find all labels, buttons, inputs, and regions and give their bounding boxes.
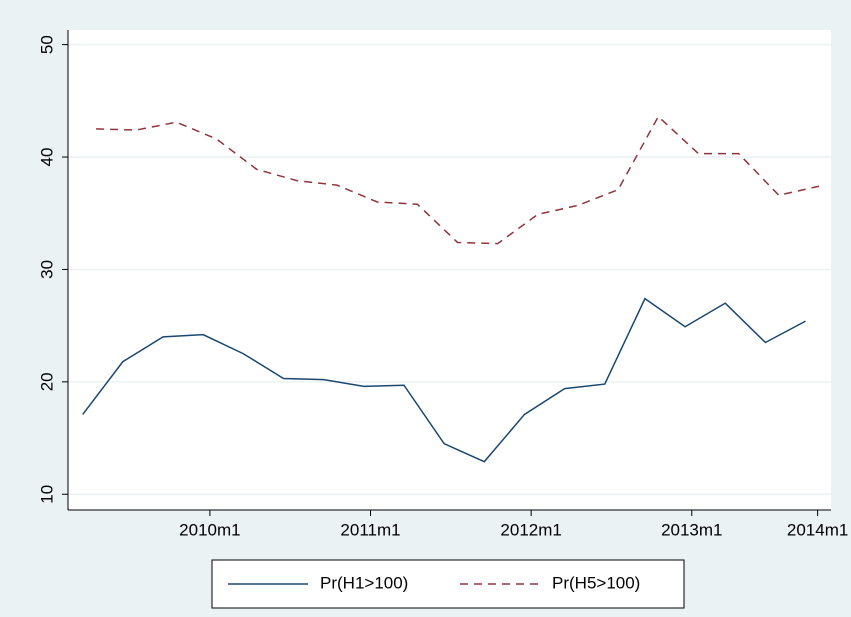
y-tick-label: 20 bbox=[37, 372, 56, 391]
y-tick-label: 30 bbox=[37, 260, 56, 279]
y-tick-label: 10 bbox=[37, 485, 56, 504]
legend-label: Pr(H5>100) bbox=[552, 573, 640, 592]
series-line bbox=[82, 297, 806, 463]
x-tick-label: 2013m1 bbox=[661, 520, 722, 539]
y-tick-label: 40 bbox=[37, 148, 56, 167]
x-tick-label: 2012m1 bbox=[500, 520, 561, 539]
x-tick-label: 2011m1 bbox=[340, 520, 400, 539]
x-tick-label: 2014m1 bbox=[787, 520, 848, 539]
y-tick-label: 50 bbox=[37, 35, 56, 54]
legend: Pr(H1>100) Pr(H5>100) bbox=[211, 559, 685, 609]
legend-label: Pr(H1>100) bbox=[320, 573, 408, 592]
series-line bbox=[96, 115, 820, 245]
x-tick-label: 2010m1 bbox=[179, 520, 240, 539]
